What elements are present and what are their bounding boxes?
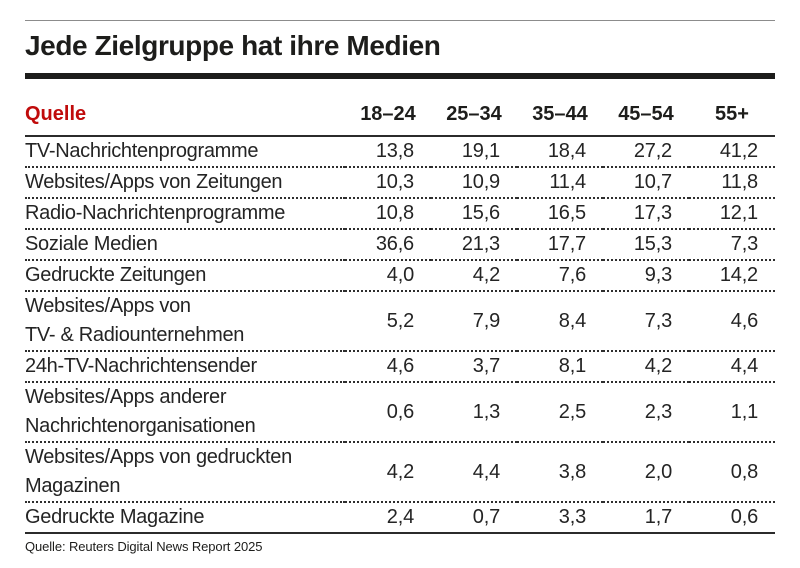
cell-value: 0,6 [345, 382, 431, 443]
cell-value: 21,3 [431, 229, 517, 261]
media-usage-table: Quelle 18–24 25–34 35–44 45–54 55+ TV-Na… [25, 99, 775, 534]
cell-value: 12,1 [689, 198, 775, 230]
cell-value: 4,6 [689, 291, 775, 352]
cell-value: 0,8 [689, 442, 775, 503]
row-label: Radio-Nachrichtenprogramme [25, 198, 345, 230]
cell-value: 10,3 [345, 167, 431, 199]
row-label: Websites/Apps anderer Nachrichtenorganis… [25, 382, 345, 443]
cell-value: 17,7 [517, 229, 603, 261]
table-row: Radio-Nachrichtenprogramme 10,8 15,6 16,… [25, 198, 775, 230]
cell-value: 27,2 [603, 136, 689, 168]
cell-value: 7,9 [431, 291, 517, 352]
cell-value: 15,3 [603, 229, 689, 261]
cell-value: 2,0 [603, 442, 689, 503]
row-label: Websites/Apps von TV- & Radiounternehmen [25, 291, 345, 352]
column-header-35-44: 35–44 [517, 99, 603, 137]
cell-value: 3,3 [517, 502, 603, 534]
row-label: Soziale Medien [25, 229, 345, 261]
cell-value: 11,4 [517, 167, 603, 199]
cell-value: 14,2 [689, 260, 775, 292]
cell-value: 16,5 [517, 198, 603, 230]
row-label: Websites/Apps von Zeitungen [25, 167, 345, 199]
cell-value: 18,4 [517, 136, 603, 168]
cell-value: 2,5 [517, 382, 603, 443]
cell-value: 4,4 [431, 442, 517, 503]
cell-value: 7,6 [517, 260, 603, 292]
cell-value: 4,2 [603, 351, 689, 383]
table-header-row: Quelle 18–24 25–34 35–44 45–54 55+ [25, 99, 775, 137]
cell-value: 8,1 [517, 351, 603, 383]
column-header-25-34: 25–34 [431, 99, 517, 137]
column-header-55plus: 55+ [689, 99, 775, 137]
cell-value: 36,6 [345, 229, 431, 261]
table-row: 24h-TV-Nachrichtensender 4,6 3,7 8,1 4,2… [25, 351, 775, 383]
cell-value: 4,4 [689, 351, 775, 383]
table-row: Gedruckte Magazine 2,4 0,7 3,3 1,7 0,6 [25, 502, 775, 534]
cell-value: 10,7 [603, 167, 689, 199]
cell-value: 15,6 [431, 198, 517, 230]
table-row: Websites/Apps anderer Nachrichtenorganis… [25, 382, 775, 443]
title-divider-bar [25, 73, 775, 79]
table-row: Websites/Apps von Zeitungen 10,3 10,9 11… [25, 167, 775, 199]
page-title: Jede Zielgruppe hat ihre Medien [25, 30, 441, 61]
row-label: Websites/Apps von gedruckten Magazinen [25, 442, 345, 503]
cell-value: 3,7 [431, 351, 517, 383]
cell-value: 13,8 [345, 136, 431, 168]
cell-value: 7,3 [603, 291, 689, 352]
cell-value: 11,8 [689, 167, 775, 199]
row-label: Gedruckte Magazine [25, 502, 345, 534]
table-row: Websites/Apps von TV- & Radiounternehmen… [25, 291, 775, 352]
table-row: Websites/Apps von gedruckten Magazinen 4… [25, 442, 775, 503]
cell-value: 3,8 [517, 442, 603, 503]
cell-value: 8,4 [517, 291, 603, 352]
cell-value: 10,9 [431, 167, 517, 199]
cell-value: 4,6 [345, 351, 431, 383]
cell-value: 10,8 [345, 198, 431, 230]
cell-value: 4,2 [345, 442, 431, 503]
column-header-45-54: 45–54 [603, 99, 689, 137]
cell-value: 4,2 [431, 260, 517, 292]
cell-value: 41,2 [689, 136, 775, 168]
column-header-18-24: 18–24 [345, 99, 431, 137]
cell-value: 0,7 [431, 502, 517, 534]
source-note: Quelle: Reuters Digital News Report 2025 [25, 539, 263, 554]
row-label: Gedruckte Zeitungen [25, 260, 345, 292]
cell-value: 2,3 [603, 382, 689, 443]
cell-value: 0,6 [689, 502, 775, 534]
top-divider [25, 20, 775, 21]
row-label: TV-Nachrichtenprogramme [25, 136, 345, 168]
table-row: Gedruckte Zeitungen 4,0 4,2 7,6 9,3 14,2 [25, 260, 775, 292]
cell-value: 2,4 [345, 502, 431, 534]
cell-value: 4,0 [345, 260, 431, 292]
cell-value: 1,7 [603, 502, 689, 534]
cell-value: 17,3 [603, 198, 689, 230]
table-row: Soziale Medien 36,6 21,3 17,7 15,3 7,3 [25, 229, 775, 261]
cell-value: 1,3 [431, 382, 517, 443]
cell-value: 1,1 [689, 382, 775, 443]
column-header-quelle: Quelle [25, 99, 345, 137]
cell-value: 7,3 [689, 229, 775, 261]
row-label: 24h-TV-Nachrichtensender [25, 351, 345, 383]
table-row: TV-Nachrichtenprogramme 13,8 19,1 18,4 2… [25, 136, 775, 168]
cell-value: 9,3 [603, 260, 689, 292]
cell-value: 5,2 [345, 291, 431, 352]
cell-value: 19,1 [431, 136, 517, 168]
